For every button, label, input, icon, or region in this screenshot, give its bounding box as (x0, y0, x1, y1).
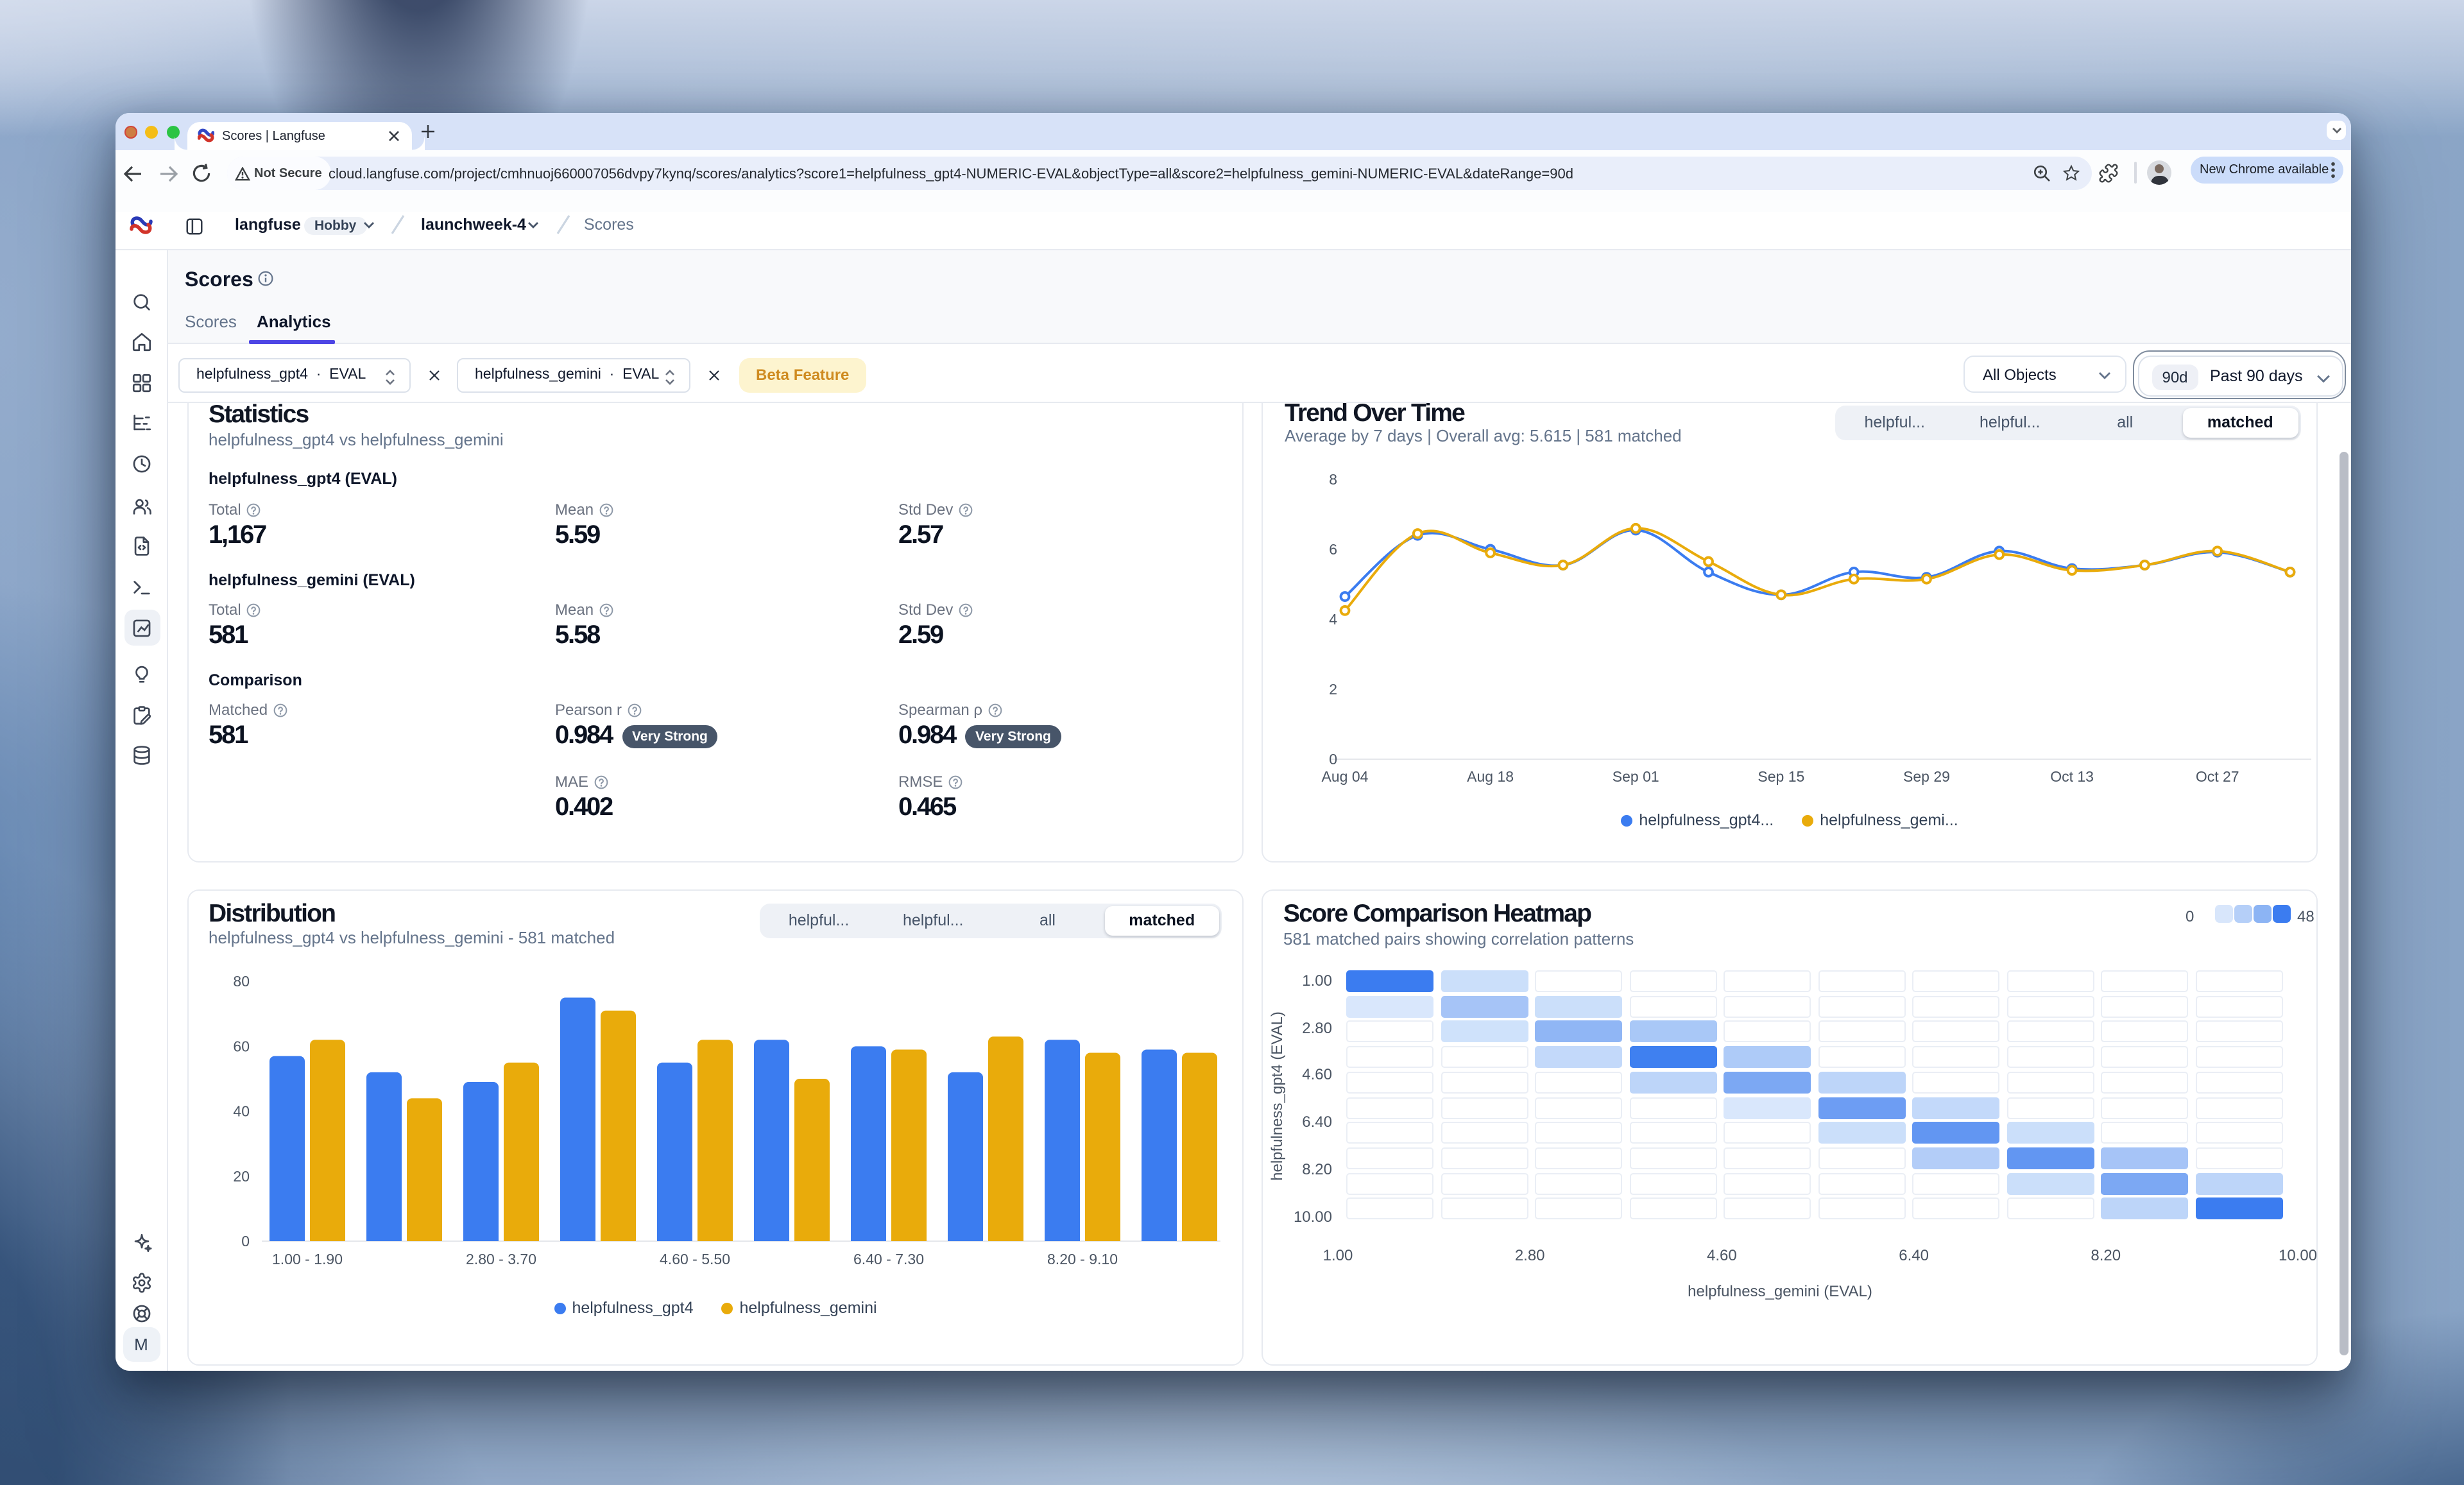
svg-text:Oct 27: Oct 27 (2196, 768, 2239, 784)
svg-text:4.60 - 5.50: 4.60 - 5.50 (660, 1250, 730, 1267)
svg-text:20: 20 (233, 1167, 250, 1184)
svg-text:1.00 - 1.90: 1.00 - 1.90 (272, 1250, 343, 1267)
svg-text:2.80 - 3.70: 2.80 - 3.70 (466, 1250, 536, 1267)
svg-text:Aug 04: Aug 04 (1322, 768, 1369, 784)
svg-text:8: 8 (1329, 470, 1337, 487)
svg-text:80: 80 (233, 972, 250, 989)
svg-text:6.40 - 7.30: 6.40 - 7.30 (853, 1250, 924, 1267)
svg-text:0: 0 (1329, 750, 1337, 767)
svg-text:0: 0 (241, 1232, 250, 1249)
svg-text:8.20 - 9.10: 8.20 - 9.10 (1047, 1250, 1118, 1267)
svg-text:Aug 18: Aug 18 (1467, 768, 1514, 784)
svg-text:60: 60 (233, 1037, 250, 1054)
svg-text:Sep 01: Sep 01 (1613, 768, 1659, 784)
svg-text:6: 6 (1329, 540, 1337, 557)
svg-text:40: 40 (233, 1103, 250, 1119)
svg-text:Sep 29: Sep 29 (1903, 768, 1950, 784)
svg-text:4: 4 (1329, 610, 1337, 627)
svg-text:Sep 15: Sep 15 (1758, 768, 1804, 784)
svg-text:2: 2 (1329, 680, 1337, 697)
svg-text:Oct 13: Oct 13 (2050, 768, 2094, 784)
